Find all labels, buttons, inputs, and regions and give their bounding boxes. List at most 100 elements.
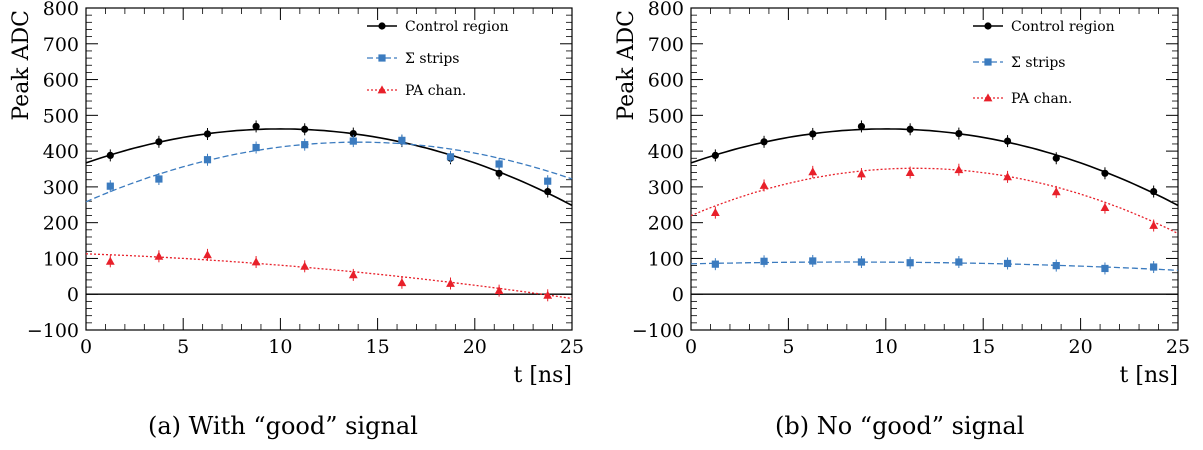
data-point-circle [252,122,260,131]
x-tick-label: 5 [782,336,794,358]
data-point-circle [301,125,309,133]
data-point-square [398,136,406,144]
data-point-square [809,257,817,265]
caption-a: (a) With “good” signal [148,412,418,440]
y-tick-label: 400 [648,141,684,163]
data-point-square [203,156,212,164]
fit-curve-square [85,141,573,203]
y-tick-label: −100 [27,320,79,342]
data-point-circle [155,138,163,146]
y-tick-label: 400 [43,141,79,163]
legend-label: Σ strips [1011,55,1065,71]
data-point-triangle [105,256,115,265]
data-point-triangle [710,208,720,217]
data-point-square [106,182,114,190]
legend-marker-circle [984,22,992,30]
data-point-triangle [397,278,407,287]
y-tick-label: 700 [43,34,79,56]
x-tick-label: 15 [366,336,390,358]
data-point-circle [760,138,768,146]
data-point-triangle [808,167,818,176]
data-point-circle [349,129,357,138]
y-tick-label: 800 [43,0,79,20]
data-point-square [1101,264,1109,273]
data-point-square [301,141,309,149]
data-point-square [760,257,768,265]
data-point-triangle [759,180,769,189]
y-tick-label: 500 [43,105,79,127]
caption-b: (b) No “good” signal [775,412,1025,440]
legend-marker-circle [378,22,386,30]
legend-label: Σ strips [405,51,459,67]
data-point-triangle [348,270,358,279]
data-point-triangle [954,165,964,174]
x-tick-label: 25 [1166,336,1190,358]
data-point-circle [711,151,719,160]
y-tick-label: 100 [43,248,79,270]
data-point-circle [1101,169,1109,177]
data-point-triangle [1149,220,1159,229]
fit-curve-triangle [85,253,573,300]
data-point-circle [906,125,914,133]
legend-label: PA chan. [1011,91,1072,107]
data-point-circle [544,187,552,196]
data-point-circle [1150,187,1158,196]
plot-frame [85,7,573,331]
data-point-square [1052,262,1060,270]
legend-marker-triangle [983,93,993,102]
data-point-triangle [1003,172,1012,181]
legend-marker-square [984,58,992,66]
data-point-circle [203,130,212,138]
y-tick-label: 0 [672,284,684,306]
y-tick-label: 300 [43,177,79,199]
x-tick-label: 15 [971,336,995,358]
data-point-square [495,160,503,168]
y-tick-label: 500 [648,105,684,127]
x-tick-label: 10 [874,336,898,358]
x-tick-label: 25 [560,336,584,358]
data-point-triangle [300,261,310,270]
data-point-triangle [494,286,504,295]
data-point-triangle [1051,187,1061,196]
data-point-triangle [905,167,915,176]
x-tick-label: 10 [268,336,292,358]
data-point-square [1150,263,1158,271]
legend-label: Control region [405,19,509,35]
y-tick-label: 800 [648,0,684,20]
data-point-circle [1052,154,1060,162]
fit-curve-circle [85,128,573,207]
fit-curve-circle [690,128,1179,207]
y-tick-label: 300 [648,177,684,199]
x-axis-label: t [ns] [1120,363,1178,388]
plot-frame [690,7,1179,331]
data-point-triangle [203,250,212,259]
fit-curve-square [690,261,1179,271]
data-point-square [252,143,260,152]
y-tick-label: 200 [43,213,79,235]
legend-marker-triangle [377,85,387,94]
data-point-circle [106,151,114,160]
data-point-square [446,153,455,161]
fit-curve-triangle [690,167,1179,235]
data-point-triangle [1100,203,1110,212]
data-point-circle [809,130,817,138]
y-tick-label: 700 [648,34,684,56]
data-point-square [349,137,357,145]
y-tick-label: 600 [43,70,79,92]
data-point-circle [1003,137,1012,145]
data-point-circle [857,122,866,131]
data-point-circle [495,169,503,177]
legend-label: Control region [1011,19,1115,35]
data-point-square [857,258,866,266]
data-point-triangle [857,169,866,178]
x-tick-label: 20 [1069,336,1093,358]
data-point-square [1003,259,1012,268]
data-point-triangle [251,257,261,266]
legend-marker-square [378,54,386,62]
data-point-circle [955,129,963,138]
y-axis-label: Peak ADC [9,10,34,121]
data-point-triangle [446,278,455,287]
